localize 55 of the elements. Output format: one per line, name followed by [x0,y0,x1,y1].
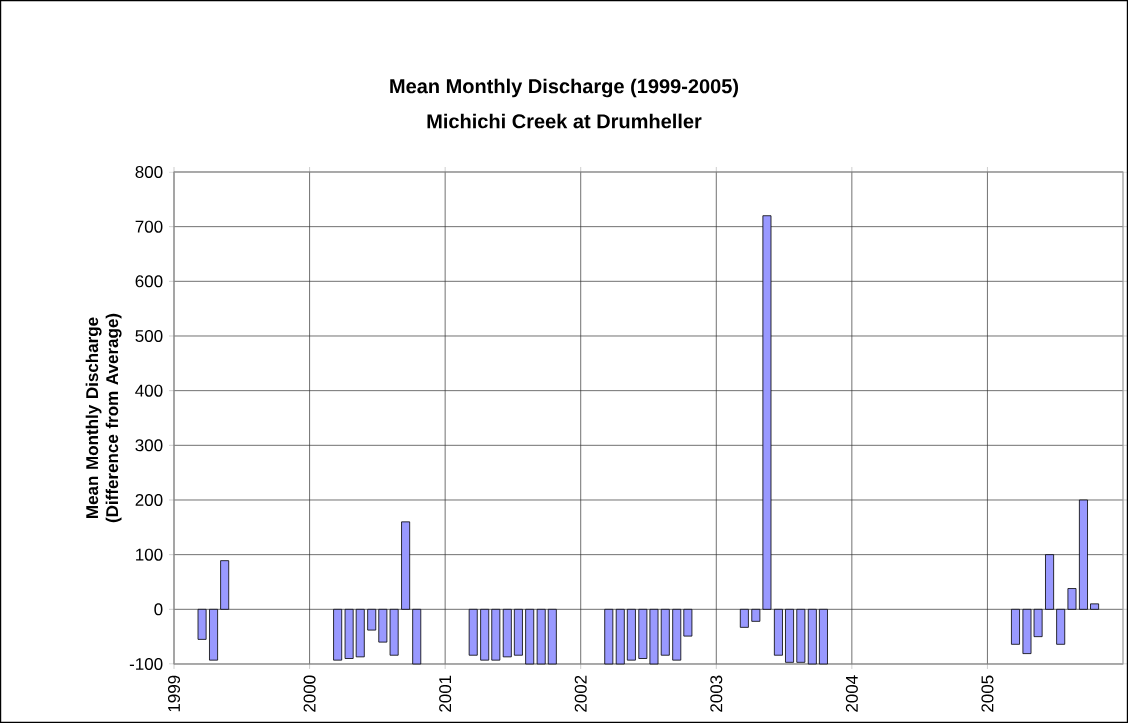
bar [355,608,365,658]
bar [220,560,230,610]
y-tick-label: 800 [135,165,163,179]
y-tick-label: 600 [135,275,163,288]
x-tick-label: 1999 [167,675,181,712]
bar [344,608,354,659]
y-tick-label: 200 [135,493,163,507]
bar [1078,499,1088,610]
bar [1011,608,1020,645]
bar [513,608,523,656]
x-tick-label: 2005 [981,675,994,712]
bar [604,608,614,665]
y-tick-label: 0 [154,603,163,616]
x-tick-label: 2004 [845,675,858,712]
bar [197,608,207,640]
y-axis-title: Mean Monthly Discharge (Difference from Average) [85,313,122,523]
bar [672,608,682,661]
bar [502,608,512,658]
bar [660,608,670,656]
y-tick-label: 700 [135,220,163,233]
x-tick-label: 2002 [574,675,587,712]
x-tick-label: 2000 [303,675,316,712]
bar [1090,603,1100,610]
bar [818,608,828,665]
bar [785,608,795,663]
bar [1067,588,1077,610]
bar [1045,554,1055,610]
bar [401,521,411,610]
y-tick-label: 400 [135,384,163,397]
bar [547,608,557,665]
bar [209,608,219,661]
bar [480,608,490,661]
bar [525,608,535,665]
bar [367,608,377,631]
bar [773,608,783,656]
bar [536,608,546,665]
x-tick-label: 2001 [439,675,452,712]
y-tick-label: 100 [136,548,163,561]
bar [1056,608,1066,645]
bar [807,608,817,665]
bar [333,608,343,661]
bar [626,608,636,661]
x-tick-label: 2003 [710,675,723,712]
chart-subtitle: Michichi Creek at Drumheller [427,113,702,129]
chart-title: Mean Monthly Discharge (1999-2005) [390,78,739,98]
y-tick-label: 300 [135,439,163,452]
bar [491,608,501,661]
bar [796,608,806,663]
bar [615,608,625,665]
y-tick-label: -100 [129,657,163,670]
bar [412,608,422,665]
bar [683,608,693,637]
y-tick-label: 500 [135,329,163,343]
bar [468,608,478,656]
bar [739,608,749,628]
